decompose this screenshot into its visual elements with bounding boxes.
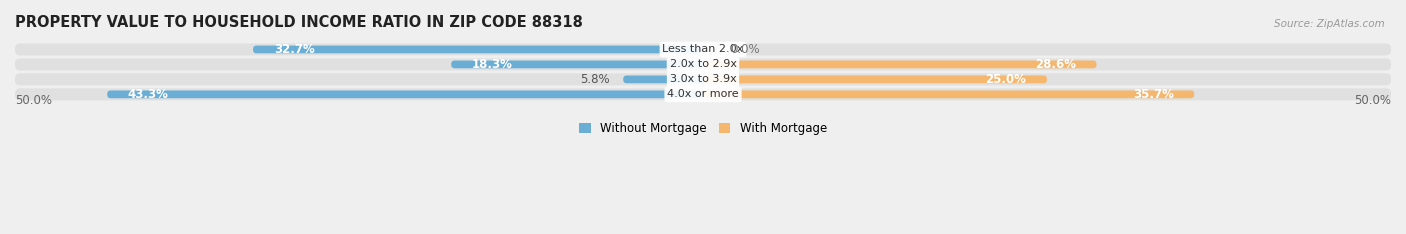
Text: 4.0x or more: 4.0x or more [668, 89, 738, 99]
FancyBboxPatch shape [451, 61, 703, 68]
Text: 2.0x to 2.9x: 2.0x to 2.9x [669, 59, 737, 69]
Text: PROPERTY VALUE TO HOUSEHOLD INCOME RATIO IN ZIP CODE 88318: PROPERTY VALUE TO HOUSEHOLD INCOME RATIO… [15, 15, 583, 30]
Text: 25.0%: 25.0% [986, 73, 1026, 86]
FancyBboxPatch shape [253, 46, 703, 53]
Text: 50.0%: 50.0% [15, 94, 52, 107]
Text: Less than 2.0x: Less than 2.0x [662, 44, 744, 55]
Legend: Without Mortgage, With Mortgage: Without Mortgage, With Mortgage [574, 117, 832, 140]
FancyBboxPatch shape [703, 76, 1047, 83]
Text: 18.3%: 18.3% [472, 58, 513, 71]
FancyBboxPatch shape [703, 91, 1194, 98]
Text: 28.6%: 28.6% [1035, 58, 1076, 71]
Text: 50.0%: 50.0% [1354, 94, 1391, 107]
Text: 5.8%: 5.8% [579, 73, 609, 86]
Text: 0.0%: 0.0% [731, 43, 761, 56]
Text: 35.7%: 35.7% [1133, 88, 1174, 101]
Text: 43.3%: 43.3% [128, 88, 169, 101]
Text: Source: ZipAtlas.com: Source: ZipAtlas.com [1274, 19, 1385, 29]
FancyBboxPatch shape [107, 91, 703, 98]
Text: 32.7%: 32.7% [274, 43, 315, 56]
FancyBboxPatch shape [15, 58, 1391, 70]
FancyBboxPatch shape [15, 73, 1391, 85]
Text: 3.0x to 3.9x: 3.0x to 3.9x [669, 74, 737, 84]
FancyBboxPatch shape [15, 44, 1391, 55]
FancyBboxPatch shape [15, 88, 1391, 100]
FancyBboxPatch shape [623, 76, 703, 83]
FancyBboxPatch shape [703, 61, 1097, 68]
